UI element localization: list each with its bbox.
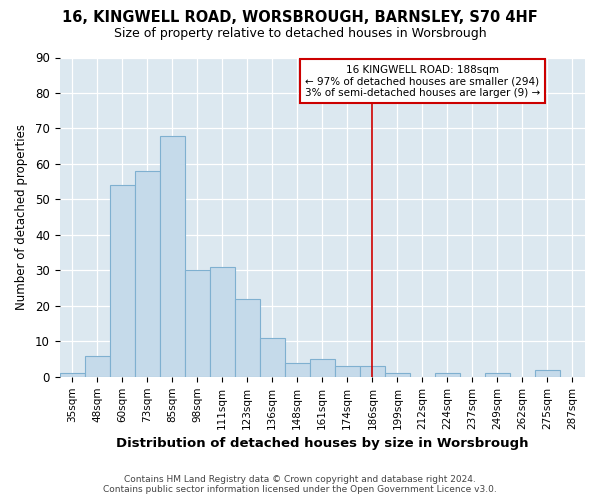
Bar	[59, 374, 85, 377]
Bar	[85, 356, 110, 377]
Bar	[335, 366, 360, 377]
X-axis label: Distribution of detached houses by size in Worsbrough: Distribution of detached houses by size …	[116, 437, 529, 450]
Bar	[385, 374, 410, 377]
Bar	[134, 171, 160, 377]
Bar	[285, 362, 310, 377]
Bar	[260, 338, 285, 377]
Text: Size of property relative to detached houses in Worsbrough: Size of property relative to detached ho…	[113, 28, 487, 40]
Bar	[435, 374, 460, 377]
Y-axis label: Number of detached properties: Number of detached properties	[15, 124, 28, 310]
Bar	[360, 366, 385, 377]
Bar	[160, 136, 185, 377]
Bar	[209, 267, 235, 377]
Bar	[110, 185, 134, 377]
Text: Contains HM Land Registry data © Crown copyright and database right 2024.
Contai: Contains HM Land Registry data © Crown c…	[103, 474, 497, 494]
Bar	[535, 370, 560, 377]
Text: 16, KINGWELL ROAD, WORSBROUGH, BARNSLEY, S70 4HF: 16, KINGWELL ROAD, WORSBROUGH, BARNSLEY,…	[62, 10, 538, 25]
Bar	[235, 299, 260, 377]
Bar	[185, 270, 209, 377]
Text: 16 KINGWELL ROAD: 188sqm
← 97% of detached houses are smaller (294)
3% of semi-d: 16 KINGWELL ROAD: 188sqm ← 97% of detach…	[305, 64, 540, 98]
Bar	[485, 374, 510, 377]
Bar	[310, 359, 335, 377]
